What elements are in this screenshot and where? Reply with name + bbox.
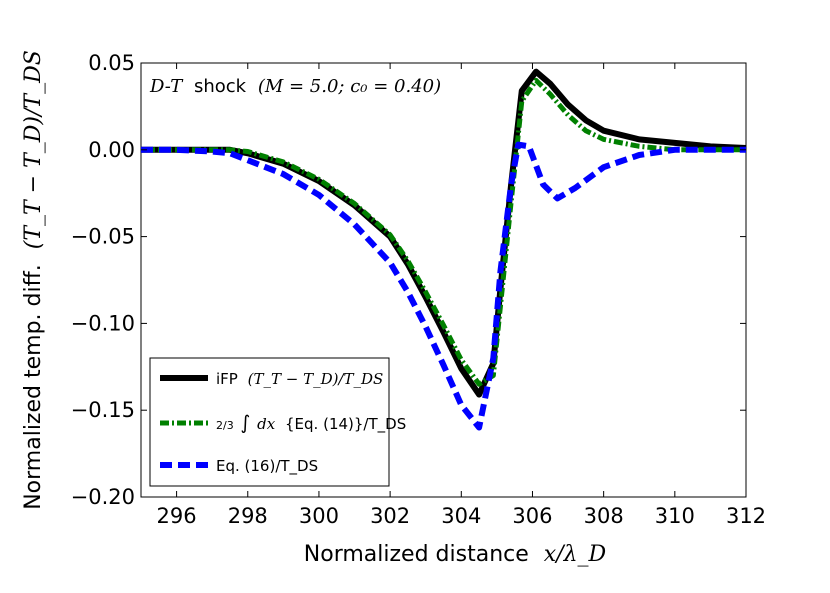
- legend-label-ifp: iFP (T_T − T_D)/T_DS: [216, 370, 383, 388]
- y-tick-label: −0.10: [71, 311, 135, 335]
- plot-area: [140, 62, 747, 498]
- x-tick-label: 306: [512, 504, 552, 528]
- y-axis-ticks: 0.05 0.00 −0.05 −0.10 −0.15 −0.20: [71, 51, 746, 509]
- series-line-2: [141, 141, 746, 431]
- x-axis-label-text: Normalized distance: [304, 542, 529, 567]
- legend-eq14-frac: 2/3: [216, 419, 234, 432]
- annotation-math: (M = 5.0; c₀ = 0.40): [258, 76, 441, 97]
- y-axis-label-math: (T_T − T_D)/T_DS: [21, 50, 46, 249]
- shock-annotation: D-T shock (M = 5.0; c₀ = 0.40): [149, 76, 441, 97]
- annotation-word: shock: [194, 76, 247, 97]
- y-axis-label-text: Normalized temp. diff.: [21, 264, 46, 510]
- annotation-prefix: D-T: [149, 76, 184, 97]
- legend-label-eq16: Eq. (16)/T_DS: [216, 457, 318, 476]
- x-tick-label: 298: [228, 504, 268, 528]
- y-tick-label: −0.20: [71, 485, 135, 509]
- legend-eq14-math: dx: [257, 415, 276, 433]
- series-layer: [141, 68, 746, 431]
- y-axis-label: Normalized temp. diff. (T_T − T_D)/T_DS: [21, 50, 46, 510]
- y-tick-label: 0.00: [88, 138, 135, 162]
- y-tick-label: −0.05: [71, 225, 135, 249]
- x-tick-label: 296: [157, 504, 197, 528]
- series-line-1: [141, 77, 746, 387]
- legend-label-eq14: 2/3 ∫ dx {Eq. (14)}/T_DS: [216, 412, 406, 434]
- x-tick-label: 308: [584, 504, 624, 528]
- legend: iFP (T_T − T_D)/T_DS 2/3 ∫ dx {Eq. (14)}…: [149, 357, 406, 487]
- legend-eq14-integral: ∫: [240, 412, 250, 434]
- x-tick-label: 300: [299, 504, 339, 528]
- y-tick-label: 0.05: [88, 51, 135, 75]
- x-axis-label: Normalized distance x/λ_D: [304, 542, 607, 567]
- legend-ifp-math: (T_T − T_D)/T_DS: [248, 370, 384, 388]
- x-axis-label-math: x/λ_D: [544, 542, 607, 567]
- x-tick-label: 310: [655, 504, 695, 528]
- legend-ifp-text: iFP: [216, 370, 238, 388]
- y-tick-label: −0.15: [71, 398, 135, 422]
- x-tick-label: 304: [441, 504, 481, 528]
- x-tick-label: 312: [726, 504, 766, 528]
- series-line-0: [141, 68, 746, 398]
- x-axis-ticks: 296 298 300 302 304 306 308 310 312: [157, 63, 766, 528]
- x-tick-label: 302: [370, 504, 410, 528]
- legend-eq14-text: {Eq. (14)}/T_DS: [285, 415, 406, 434]
